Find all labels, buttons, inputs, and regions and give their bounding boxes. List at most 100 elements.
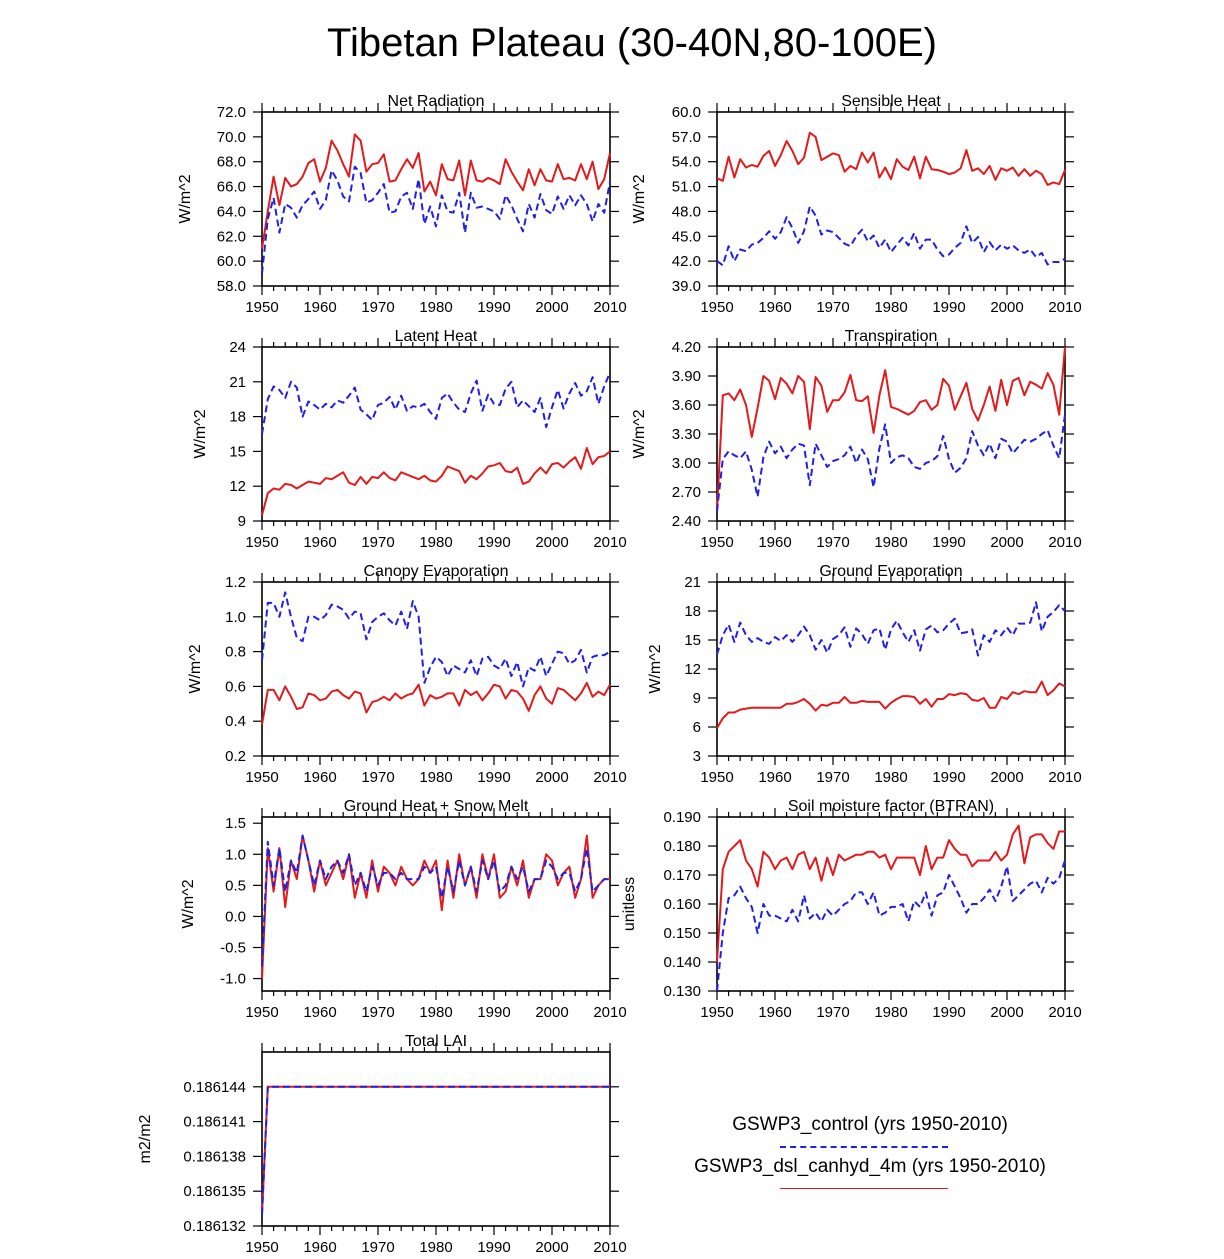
x-tick-label: 1990 <box>932 299 965 316</box>
y-tick-label: 57.0 <box>672 129 701 146</box>
y-axis-label: unitless <box>621 877 638 931</box>
y-tick-label: 2.40 <box>672 513 701 530</box>
x-tick-label: 1980 <box>874 769 907 786</box>
plot-frame <box>716 816 1066 992</box>
x-tick-label: 2010 <box>1048 534 1081 551</box>
y-tick-label: 0.190 <box>663 809 701 826</box>
panel-sensible-heat: Sensible Heat W/m^2 1950 1960 1970 1980 1990 20… <box>631 93 1082 316</box>
y-tick-label: 72.0 <box>217 104 246 121</box>
y-tick-label: 0.6 <box>225 678 246 695</box>
x-tick-label: 1950 <box>700 1004 733 1021</box>
y-tick-label: 0.186141 <box>183 1114 246 1131</box>
y-tick-label: 15 <box>684 632 701 649</box>
y-tick-label: 48.0 <box>672 203 701 220</box>
y-tick-label: 51.0 <box>672 179 701 196</box>
plot-frame <box>716 581 1066 757</box>
y-tick-label: 0.186144 <box>183 1079 246 1096</box>
y-tick-label: 15 <box>229 443 246 460</box>
plot-frame <box>261 816 611 992</box>
x-tick-label: 1960 <box>758 769 791 786</box>
panel-title: Sensible Heat <box>841 93 941 110</box>
y-tick-label: 3.90 <box>672 368 701 385</box>
panel-title: Canopy Evaporation <box>364 563 509 580</box>
y-tick-label: 3.00 <box>672 455 701 472</box>
x-tick-label: 1960 <box>303 1239 336 1256</box>
x-tick-label: 1970 <box>816 1004 849 1021</box>
x-tick-label: 1980 <box>874 299 907 316</box>
y-tick-label: 64.0 <box>217 203 246 220</box>
x-tick-label: 1960 <box>303 534 336 551</box>
panel-latent-heat: Latent Heat W/m^2 1950 1960 1970 1980 1990 2000… <box>192 328 627 551</box>
legend-experiment-label: GSWP3_dsl_canhyd_4m (yrs 1950-2010) <box>694 1156 1046 1177</box>
y-tick-label: 0.160 <box>663 896 701 913</box>
x-tick-label: 1970 <box>361 1239 394 1256</box>
x-tick-label: 2000 <box>990 769 1023 786</box>
x-tick-label: 1990 <box>932 1004 965 1021</box>
figure-title: Tibetan Plateau (30-40N,80-100E) <box>327 21 937 65</box>
y-tick-label: 3 <box>693 748 701 765</box>
series-line-gswp3-control <box>716 601 1066 657</box>
x-tick-label: 1970 <box>816 534 849 551</box>
y-tick-label: 21 <box>229 374 246 391</box>
x-tick-label: 1980 <box>874 534 907 551</box>
y-axis-label: W/m^2 <box>187 644 204 693</box>
x-tick-label: 2000 <box>535 1239 568 1256</box>
x-tick-label: 1980 <box>419 1239 452 1256</box>
series-line-gswp3-control <box>261 1085 610 1215</box>
panel-title: Latent Heat <box>395 328 478 345</box>
panel-title: Net Radiation <box>388 93 485 110</box>
y-tick-label: 24 <box>229 339 246 356</box>
x-tick-label: 2010 <box>593 769 626 786</box>
y-tick-label: 0.170 <box>663 867 701 884</box>
y-tick-label: 12 <box>684 661 701 678</box>
x-tick-label: 1980 <box>419 534 452 551</box>
x-tick-label: 1980 <box>419 769 452 786</box>
series-line-gswp3-control <box>261 372 611 435</box>
panel-net-radiation: Net Radiation W/m^2 1950 1960 1970 1980 1990 20… <box>177 93 627 316</box>
y-tick-label: 39.0 <box>672 278 701 295</box>
legend-control-line <box>780 1146 948 1148</box>
y-axis-label: W/m^2 <box>631 409 648 458</box>
x-tick-label: 2010 <box>593 1004 626 1021</box>
panel-title: Ground Heat + Snow Melt <box>344 798 529 815</box>
series-line-gswp3-control <box>261 165 611 274</box>
panel-ground-heat-snow-melt: Ground Heat + Snow Melt W/m^2 1950 1960 1970… <box>180 798 627 1021</box>
y-tick-label: 54.0 <box>672 154 701 171</box>
y-tick-label: 2.70 <box>672 484 701 501</box>
x-tick-label: 1990 <box>477 1239 510 1256</box>
y-tick-label: 66.0 <box>217 179 246 196</box>
series-line-gswp3-control <box>716 414 1066 512</box>
x-tick-label: 1970 <box>361 534 394 551</box>
y-tick-label: 42.0 <box>672 253 701 270</box>
panel-soil-moisture-factor-btran: Soil moisture factor (BTRAN) unitless 1950… <box>621 798 1082 1021</box>
y-tick-label: 0.186138 <box>183 1148 246 1165</box>
x-tick-label: 1960 <box>303 769 336 786</box>
x-tick-label: 2000 <box>535 1004 568 1021</box>
x-tick-label: 2010 <box>593 1239 626 1256</box>
x-tick-label: 1970 <box>361 299 394 316</box>
x-tick-label: 1950 <box>245 1239 278 1256</box>
legend-control-label: GSWP3_control (yrs 1950-2010) <box>732 1114 1008 1135</box>
x-tick-label: 2010 <box>593 299 626 316</box>
y-axis-label: W/m^2 <box>177 174 194 223</box>
x-tick-label: 1950 <box>245 769 278 786</box>
panel-title: Transpiration <box>845 328 938 345</box>
y-tick-label: 0.150 <box>663 925 701 942</box>
series-line-gswp3-dsl-canhyd-4m <box>716 346 1066 512</box>
series-line-gswp3-dsl-canhyd-4m <box>716 824 1065 963</box>
x-tick-label: 1960 <box>758 299 791 316</box>
y-tick-label: 1.0 <box>225 609 246 626</box>
x-tick-label: 2010 <box>1048 299 1081 316</box>
y-tick-label: 6 <box>693 719 701 736</box>
plot-frame <box>261 581 611 757</box>
y-tick-label: 60.0 <box>672 104 701 121</box>
x-tick-label: 1970 <box>816 299 849 316</box>
x-tick-label: 1990 <box>477 769 510 786</box>
x-tick-label: 2010 <box>593 534 626 551</box>
x-tick-label: 1960 <box>303 1004 336 1021</box>
y-axis-label: W/m^2 <box>647 644 664 693</box>
series-line-gswp3-control <box>716 205 1066 267</box>
x-tick-label: 2010 <box>1048 1004 1081 1021</box>
panel-canopy-evaporation: Canopy Evaporation W/m^2 1950 1960 1970 1980 1… <box>187 563 627 786</box>
